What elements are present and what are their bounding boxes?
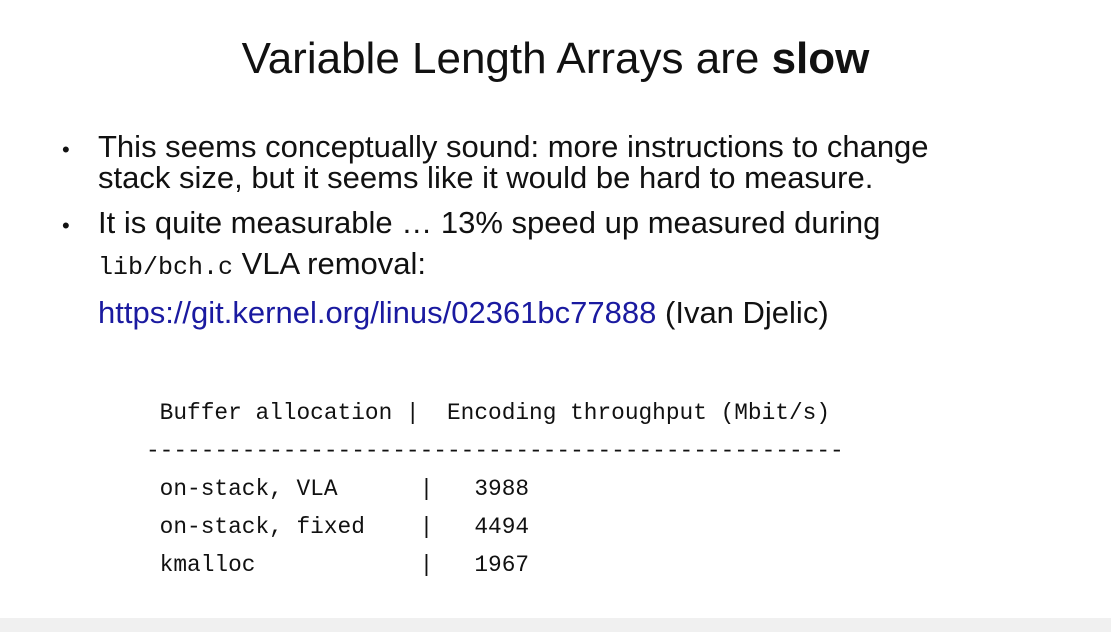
bullet-dot: • <box>62 137 70 162</box>
slide: Variable Length Arrays are slow • This s… <box>0 0 1111 618</box>
table-row: on-stack, VLA | 3988 <box>146 476 530 502</box>
table-separator: ----------------------------------------… <box>146 438 844 464</box>
bullet-line: This seems conceptually sound: more inst… <box>98 129 929 164</box>
bullet-line: stack size, but it seems like it would b… <box>98 160 874 195</box>
title-emphasis: slow <box>771 34 870 83</box>
bullet-text: It is quite measurable … 13% speed up me… <box>98 207 880 238</box>
title-text: Variable Length Arrays are <box>241 34 772 83</box>
author-credit: (Ivan Djelic) <box>656 295 829 330</box>
benchmark-table: Buffer allocation | Encoding throughput … <box>146 394 844 584</box>
code-filename: lib/bch.c <box>98 253 234 282</box>
bullet-dot: • <box>62 213 70 238</box>
bullet-line-rest: VLA removal: <box>233 246 427 281</box>
table-row: on-stack, fixed | 4494 <box>146 514 530 540</box>
commit-reference: https://git.kernel.org/linus/02361bc7788… <box>98 296 829 330</box>
footer-strip <box>0 618 1111 632</box>
slide-title: Variable Length Arrays are slow <box>0 33 1111 85</box>
table-row: kmalloc | 1967 <box>146 552 530 578</box>
bullet-text: This seems conceptually sound: more inst… <box>98 131 929 193</box>
bullet-line: It is quite measurable … 13% speed up me… <box>98 205 881 240</box>
bullet-continuation: lib/bch.c VLA removal: <box>98 247 426 285</box>
commit-link[interactable]: https://git.kernel.org/linus/02361bc7788… <box>98 295 657 330</box>
table-header: Buffer allocation | Encoding throughput … <box>146 400 831 426</box>
